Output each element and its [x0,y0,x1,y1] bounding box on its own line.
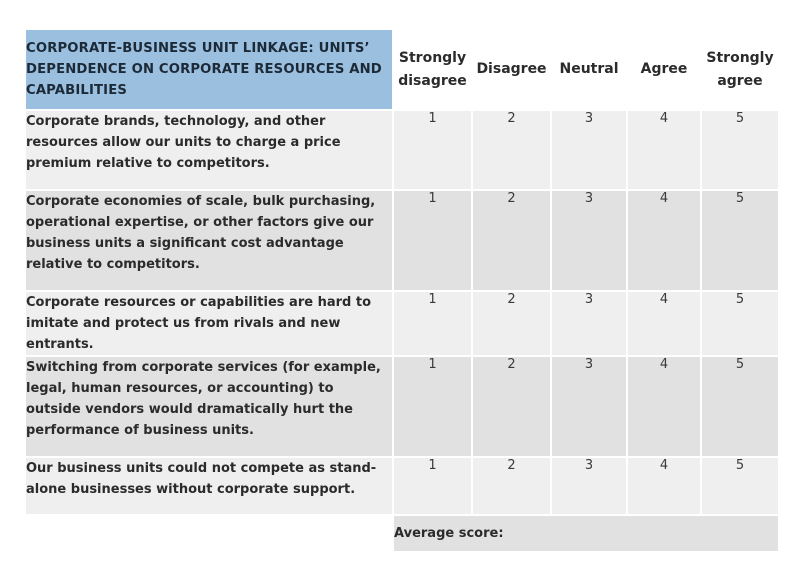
table-row: Corporate brands, technology, and other … [26,111,778,189]
score-option[interactable]: 3 [552,292,626,355]
column-header-line: Strongly [398,49,467,66]
average-spacer [26,516,392,551]
column-header-neutral: Neutral [552,30,626,109]
statement-text: Corporate resources or capabilities are … [26,292,392,355]
score-option[interactable]: 2 [473,357,550,456]
statement-text: Corporate brands, technology, and other … [26,111,392,189]
score-option[interactable]: 5 [702,111,778,189]
survey-table: CORPORATE-BUSINESS UNIT LINKAGE: UNITS’ … [24,28,780,553]
score-option[interactable]: 2 [473,111,550,189]
column-header-line: disagree [398,72,467,89]
score-option[interactable]: 3 [552,191,626,290]
column-header-disagree: Disagree [473,30,550,109]
average-score-label: Average score: [394,526,504,541]
score-option[interactable]: 5 [702,458,778,514]
score-option[interactable]: 5 [702,357,778,456]
table-row: Our business units could not compete as … [26,458,778,514]
table-title: CORPORATE-BUSINESS UNIT LINKAGE: UNITS’ … [26,30,392,109]
statement-text: Switching from corporate services (for e… [26,357,392,456]
header-row: CORPORATE-BUSINESS UNIT LINKAGE: UNITS’ … [26,30,778,109]
statement-text: Corporate economies of scale, bulk purch… [26,191,392,290]
score-option[interactable]: 4 [628,458,700,514]
average-row: Average score: [26,516,778,551]
table-row: Corporate resources or capabilities are … [26,292,778,355]
score-option[interactable]: 1 [394,111,471,189]
score-option[interactable]: 2 [473,292,550,355]
average-score-cell[interactable]: Average score: [394,516,778,551]
statement-text: Our business units could not compete as … [26,458,392,514]
score-option[interactable]: 2 [473,191,550,290]
column-header-strongly-disagree: Strongly disagree [394,30,471,109]
score-option[interactable]: 1 [394,292,471,355]
column-header-line: Agree [640,61,688,77]
table-row: Switching from corporate services (for e… [26,357,778,456]
score-option[interactable]: 2 [473,458,550,514]
score-option[interactable]: 5 [702,292,778,355]
score-option[interactable]: 1 [394,191,471,290]
column-header-line: Neutral [559,61,619,77]
score-option[interactable]: 3 [552,111,626,189]
column-header-agree: Agree [628,30,700,109]
score-option[interactable]: 4 [628,111,700,189]
column-header-line: Strongly [706,49,774,66]
score-option[interactable]: 4 [628,191,700,290]
score-option[interactable]: 4 [628,292,700,355]
column-header-line: Disagree [476,61,547,77]
score-option[interactable]: 5 [702,191,778,290]
score-option[interactable]: 1 [394,458,471,514]
score-option[interactable]: 3 [552,357,626,456]
table-row: Corporate economies of scale, bulk purch… [26,191,778,290]
score-option[interactable]: 1 [394,357,471,456]
column-header-line: agree [717,72,763,89]
column-header-strongly-agree: Strongly agree [702,30,778,109]
score-option[interactable]: 3 [552,458,626,514]
score-option[interactable]: 4 [628,357,700,456]
